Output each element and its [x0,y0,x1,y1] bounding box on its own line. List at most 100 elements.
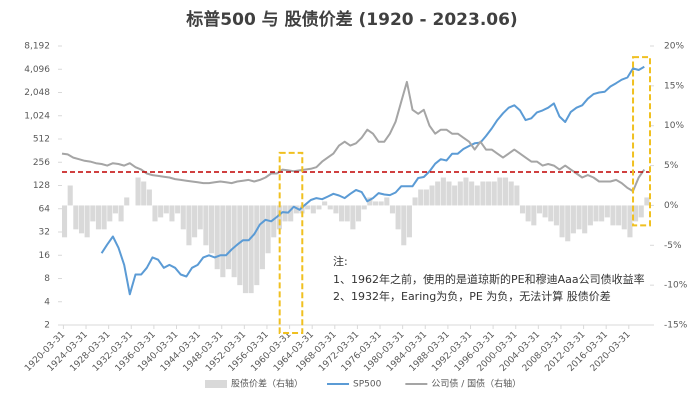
bar [169,205,175,222]
bar [429,185,435,206]
bar [344,205,350,222]
bar [621,205,627,230]
bar [418,189,424,206]
bar [95,205,102,230]
bar [62,205,68,238]
bar [604,205,610,218]
bar [446,181,452,206]
bar [531,205,537,226]
bar [316,205,322,210]
y2-tick-label: 10% [664,121,684,131]
y-tick-label: 512 [33,135,50,145]
bar [435,181,441,206]
y2-tick-label: 20% [664,42,684,52]
bar [350,205,356,230]
y-tick-label: 4,096 [24,65,50,75]
bar [84,205,90,238]
bar [616,205,622,226]
bar [576,205,582,230]
bar [259,205,265,270]
chart-title: 标普500 与 股债价差 (1920 - 2023.06) [186,9,517,30]
bar [633,205,639,222]
y-tick-label: 2,048 [24,88,50,98]
line [61,80,646,193]
bar [175,205,181,214]
y2-tick-label: 15% [664,81,684,91]
bar [197,205,203,230]
bar [101,205,107,230]
bar [299,205,305,214]
bar [627,205,633,238]
bar [158,205,164,218]
bar [610,205,616,226]
bar [152,205,158,222]
bar [452,185,458,206]
bar [548,205,554,222]
bar [497,177,503,206]
bar [265,205,271,254]
bar [78,205,85,234]
bar [480,181,486,206]
y-tick-label: 8 [44,274,50,284]
bar [559,205,565,238]
bar [542,205,548,218]
bar [367,197,373,206]
bar [395,205,401,230]
bar [486,181,492,206]
y-tick-label: 4 [44,297,50,307]
bar [333,205,339,214]
bar [412,197,418,206]
y2-tick-label: -15% [664,321,688,331]
bar [514,185,520,206]
bar [384,197,390,206]
bar [327,205,333,210]
y-tick-label: 128 [33,181,50,191]
bar [141,181,147,206]
bar [389,205,396,214]
bar [282,205,288,222]
bar [214,205,220,270]
bar [225,205,232,270]
bar [536,205,543,214]
bar [503,177,509,206]
bar [553,205,559,226]
bar [508,181,514,206]
bar [491,181,497,206]
bar [582,205,588,234]
highlight-box [632,56,651,227]
bar [231,205,237,278]
bar [248,205,254,294]
bar [220,205,226,278]
y-tick-label: 32 [39,228,50,238]
bar [135,177,141,206]
bar [73,205,79,230]
bar [124,197,130,206]
y-tick-label: 1,024 [24,111,50,121]
highlight-box [278,151,304,334]
bar [209,205,215,254]
bar [339,205,345,222]
bar [163,205,169,214]
legend-label: 股债价差（右轴） [231,378,303,390]
bar [356,205,362,222]
bar [463,177,469,206]
bar [525,205,531,222]
bar [423,189,429,206]
bar [570,205,576,234]
bar [361,205,367,210]
bar [293,205,299,214]
annotation: 1、1962年之前，使用的是道琼斯的PE和穆迪Aaa公司债收益率 [333,272,645,286]
legend-label: SP500 [353,380,382,390]
annotation: 2、1932年，Earing为负，PE 为负，无法计算 股债价差 [333,289,611,303]
bar [378,201,384,206]
y2-tick-label: -5% [664,241,682,251]
bar [565,205,571,242]
bar [305,205,311,210]
bar [203,205,209,246]
y2-tick-label: 0% [664,201,679,211]
bar [254,205,260,286]
bar [469,181,475,206]
bar [406,205,412,238]
bar [192,205,198,238]
